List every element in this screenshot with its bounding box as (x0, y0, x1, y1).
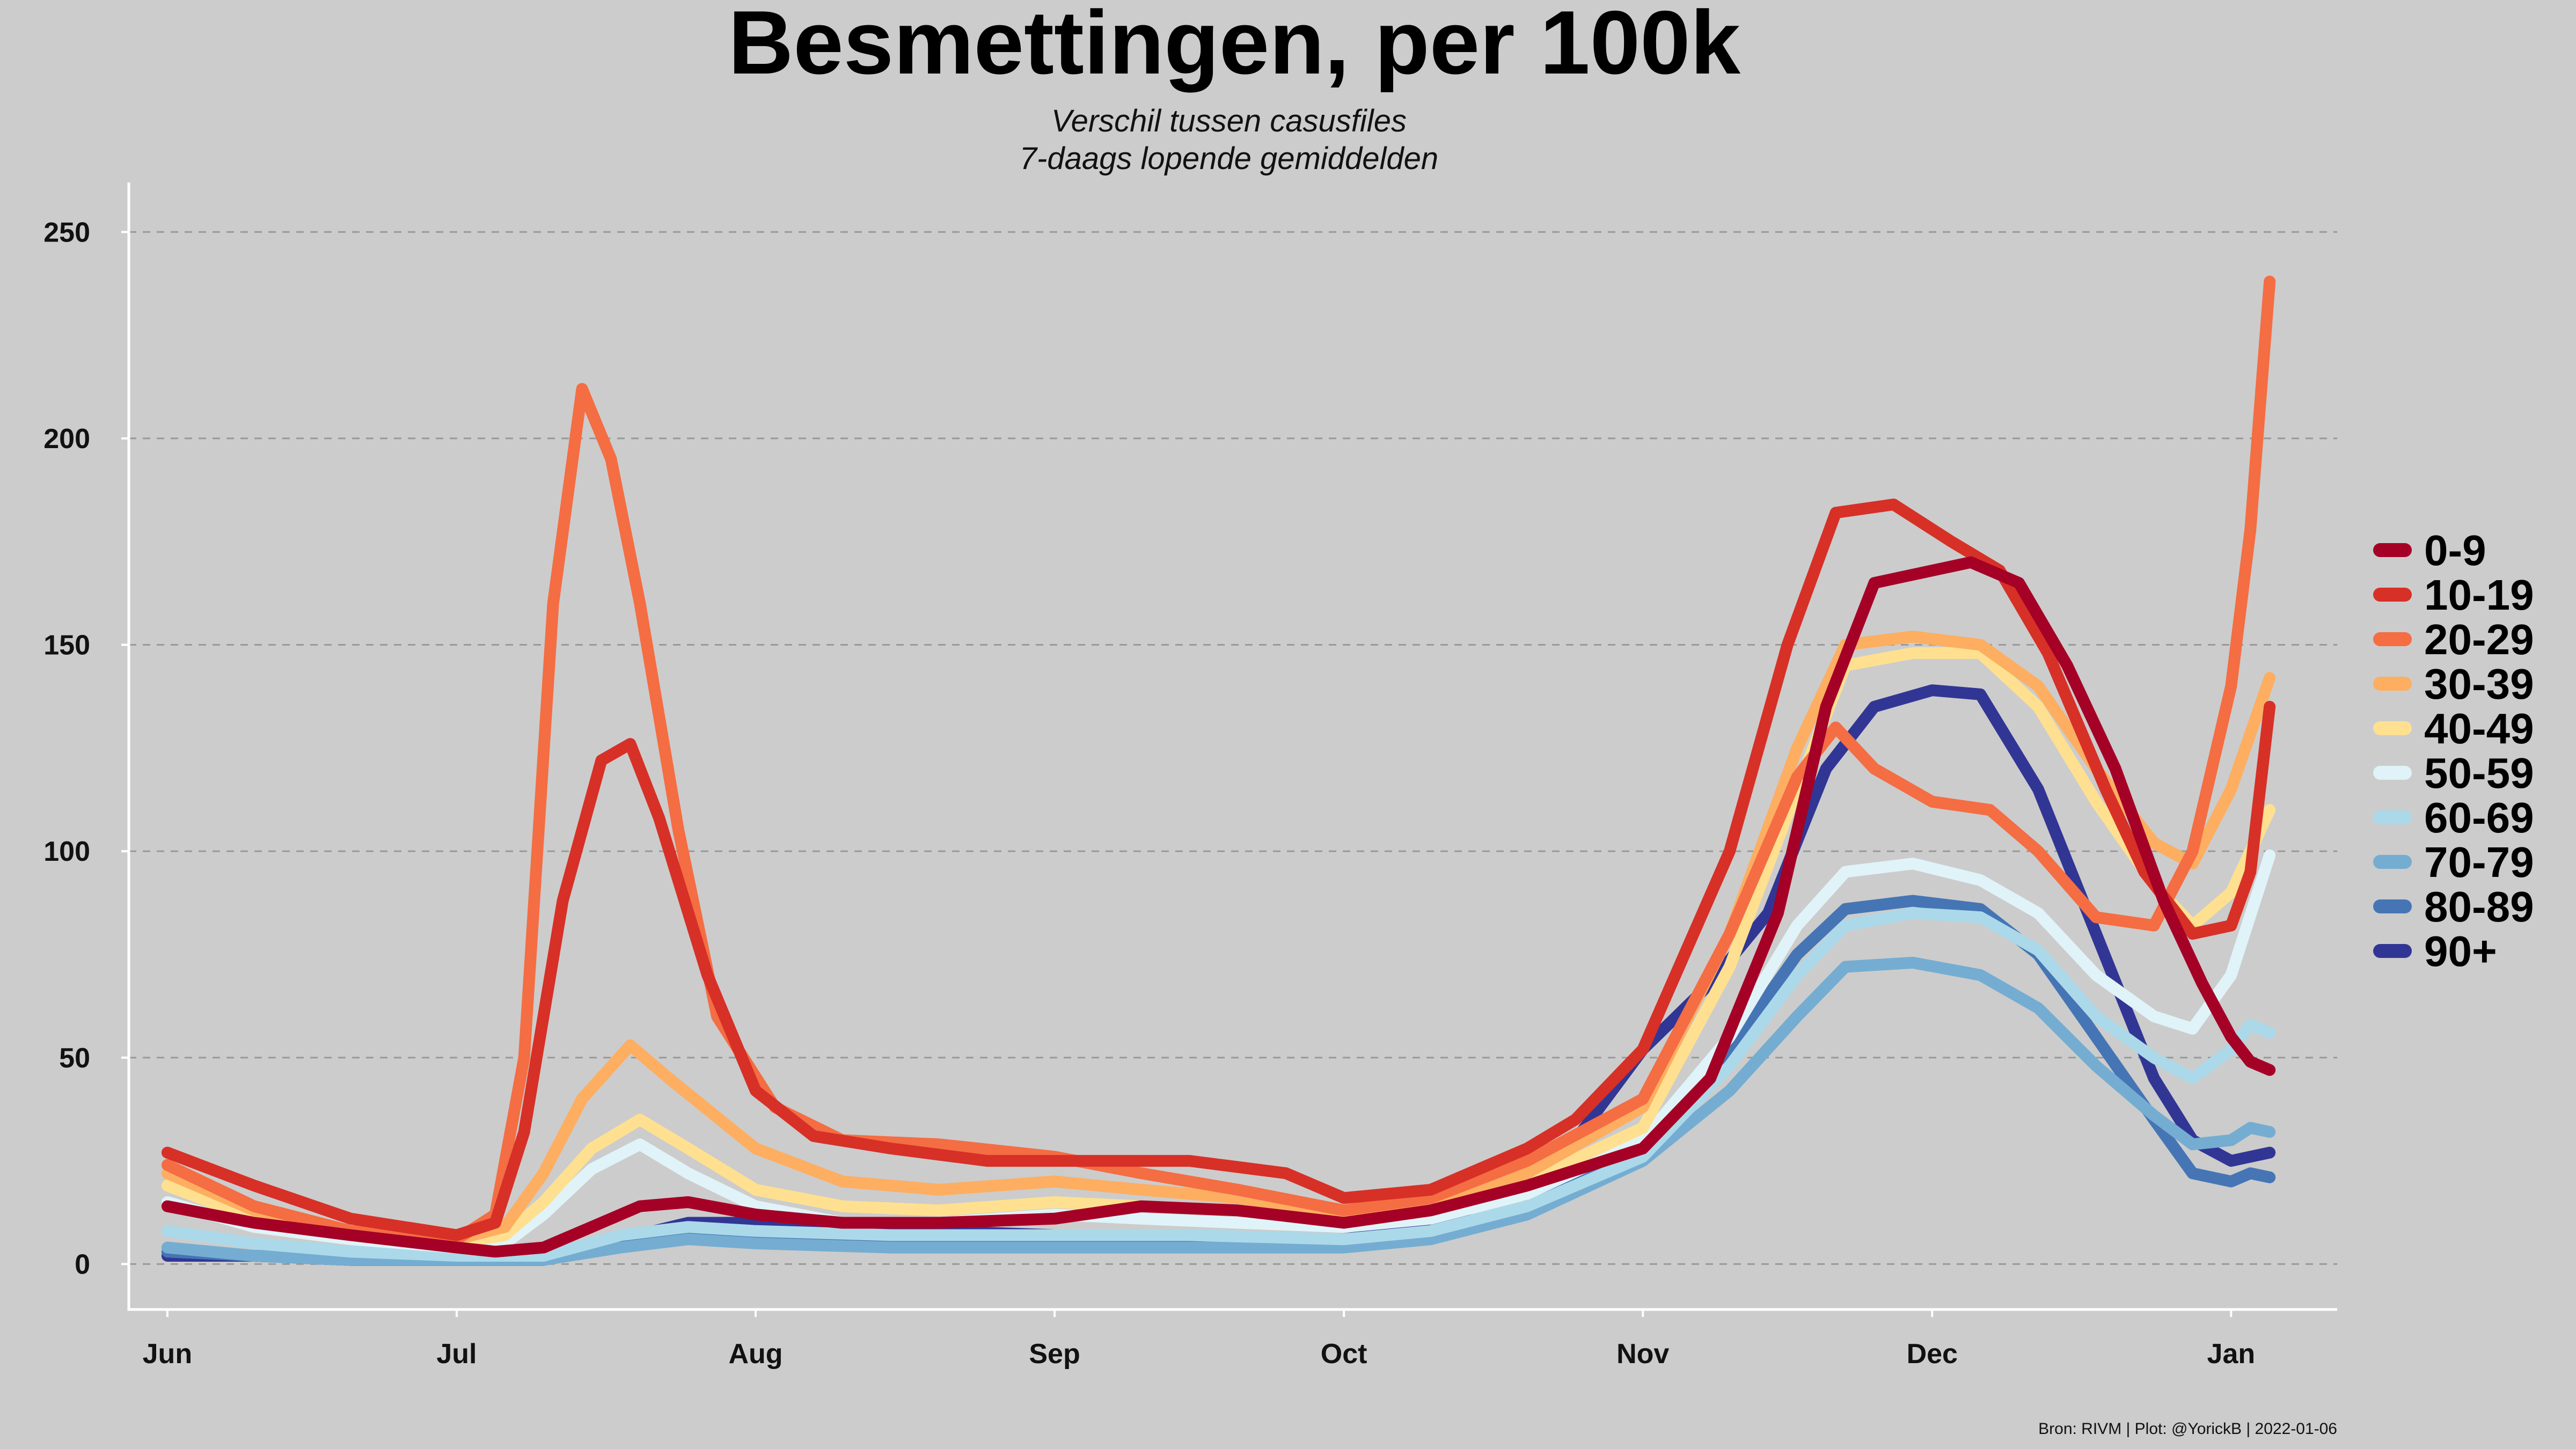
legend-label-70-79: 70-79 (2424, 838, 2534, 886)
source-caption: Bron: RIVM | Plot: @YorickB | 2022-01-06 (2038, 1420, 2337, 1438)
legend-label-40-49: 40-49 (2424, 705, 2534, 752)
legend-label-0-9: 0-9 (2424, 526, 2486, 574)
series-line-30-39 (161, 631, 2276, 1246)
y-tick-label-50: 50 (59, 1043, 90, 1074)
series-line-60-69 (161, 907, 2276, 1262)
axes (127, 182, 2337, 1311)
y-tick-label-250: 250 (43, 217, 90, 248)
x-tick-label-dec: Dec (1907, 1338, 1958, 1370)
legend-label-90+: 90+ (2424, 927, 2497, 975)
y-tick-label-0: 0 (75, 1249, 90, 1280)
x-tick-label-oct: Oct (1321, 1338, 1367, 1370)
x-axis-ticks: Jun Jul Aug Sep Oct Nov Dec Jan (143, 1309, 2255, 1370)
x-tick-label-aug: Aug (728, 1338, 782, 1370)
chart-title: Besmettingen, per 100k (728, 0, 1741, 93)
series-lines (161, 275, 2276, 1266)
x-tick-label-sep: Sep (1029, 1338, 1080, 1370)
gridlines (129, 231, 2337, 1265)
legend-label-80-89: 80-89 (2424, 883, 2534, 931)
chart-subtitle-line-1: Verschil tussen casusfiles (1051, 104, 1407, 138)
chart-subtitle-line-2: 7-daags lopende gemiddelden (1020, 141, 1438, 176)
series-line-20-29 (161, 275, 2276, 1246)
x-tick-label-jun: Jun (143, 1338, 192, 1370)
y-axis-ticks: 0 50 100 150 200 250 (43, 217, 129, 1280)
legend: 0-910-1920-2930-3940-4950-5960-6970-7980… (2373, 526, 2534, 975)
legend-label-20-29: 20-29 (2424, 616, 2534, 663)
x-tick-label-nov: Nov (1616, 1338, 1669, 1370)
series-line-0-9 (161, 556, 2276, 1258)
y-tick-label-100: 100 (43, 836, 90, 867)
series-line-10-19 (161, 499, 2276, 1241)
legend-label-60-69: 60-69 (2424, 794, 2534, 841)
series-line-50-59 (161, 849, 2276, 1254)
axis-frame (127, 182, 2337, 1311)
series-line-70-79 (161, 956, 2276, 1266)
legend-label-30-39: 30-39 (2424, 660, 2534, 708)
x-tick-label-jan: Jan (2207, 1338, 2256, 1370)
y-tick-label-150: 150 (43, 630, 90, 661)
series-line-40-49 (161, 647, 2276, 1249)
y-tick-label-200: 200 (43, 423, 90, 455)
x-tick-label-jul: Jul (436, 1338, 477, 1370)
legend-label-50-59: 50-59 (2424, 749, 2534, 797)
legend-label-10-19: 10-19 (2424, 571, 2534, 619)
